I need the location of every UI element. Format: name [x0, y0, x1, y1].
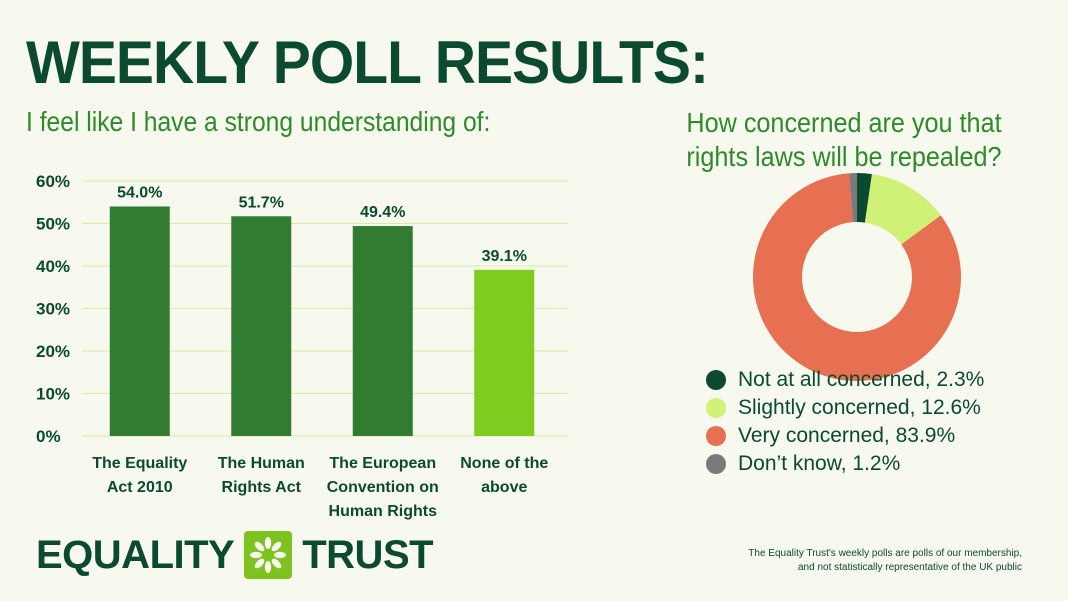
data-label: 49.4%	[360, 204, 405, 221]
donut-title-line: How concerned are you that	[686, 107, 1002, 138]
equality-trust-logo: EQUALITY TRUST	[36, 531, 434, 579]
y-tick-label: 20%	[36, 342, 70, 361]
legend-swatch	[706, 426, 726, 446]
x-tick-label: above	[481, 479, 527, 496]
x-tick-label: Human Rights	[329, 503, 438, 520]
legend-label: Don’t know, 1.2%	[738, 452, 901, 475]
bar-chart-title: I feel like I have a strong understandin…	[26, 106, 491, 137]
logo-text-left: EQUALITY	[36, 532, 235, 577]
legend-label: Very concerned, 83.9%	[738, 424, 956, 447]
legend-item: Slightly concerned, 12.6%	[706, 394, 984, 422]
footnote: The Equality Trust's weekly polls are po…	[748, 547, 1022, 575]
data-label: 51.7%	[239, 194, 284, 211]
x-tick-label: None of the	[460, 455, 548, 472]
bar	[109, 206, 170, 436]
footnote-line: and not statistically representative of …	[797, 562, 1022, 573]
legend-item: Don’t know, 1.2%	[706, 450, 984, 478]
x-tick-label: Rights Act	[222, 479, 302, 496]
y-tick-label: 30%	[36, 300, 70, 319]
donut-chart-title: How concerned are you that rights laws w…	[642, 106, 1045, 174]
y-tick-label: 0%	[36, 427, 61, 446]
legend-item: Not at all concerned, 2.3%	[706, 366, 984, 394]
bar	[352, 226, 413, 436]
flower-logo-icon	[244, 531, 293, 579]
x-tick-label: The European	[329, 455, 436, 472]
donut-slice	[864, 174, 941, 245]
donut-slice	[849, 173, 857, 223]
donut-slice	[753, 173, 961, 381]
legend-swatch	[706, 398, 726, 418]
bar	[231, 216, 292, 436]
donut-legend: Not at all concerned, 2.3% Slightly conce…	[706, 366, 984, 478]
bar-chart: 0% 10% 20% 30% 40% 50% 60% 54.0% The Equality Act…	[36, 172, 568, 520]
page-title: WEEKLY POLL RESULTS:	[26, 29, 709, 96]
y-tick-label: 10%	[36, 385, 70, 404]
x-tick-label: Convention on	[327, 479, 439, 496]
x-tick-label: Act 2010	[107, 479, 173, 496]
logo-text-right: TRUST	[302, 532, 434, 577]
data-label: 54.0%	[117, 185, 162, 202]
donut-slice	[857, 173, 872, 223]
y-tick-label: 40%	[36, 257, 70, 276]
legend-label: Not at all concerned, 2.3%	[738, 368, 985, 391]
x-tick-label: The Human	[218, 455, 305, 472]
legend-label: Slightly concerned, 12.6%	[738, 396, 981, 419]
footnote-line: The Equality Trust's weekly polls are po…	[748, 548, 1022, 559]
legend-swatch	[706, 370, 726, 390]
data-label: 39.1%	[482, 248, 527, 265]
donut-title-line: rights laws will be repealed?	[686, 141, 1002, 172]
x-tick-label: The Equality	[92, 455, 187, 472]
bar	[474, 269, 535, 436]
legend-item: Very concerned, 83.9%	[706, 422, 984, 450]
legend-swatch	[706, 454, 726, 474]
y-tick-label: 60%	[36, 172, 70, 191]
donut-chart	[753, 173, 961, 381]
y-tick-label: 50%	[36, 215, 70, 234]
